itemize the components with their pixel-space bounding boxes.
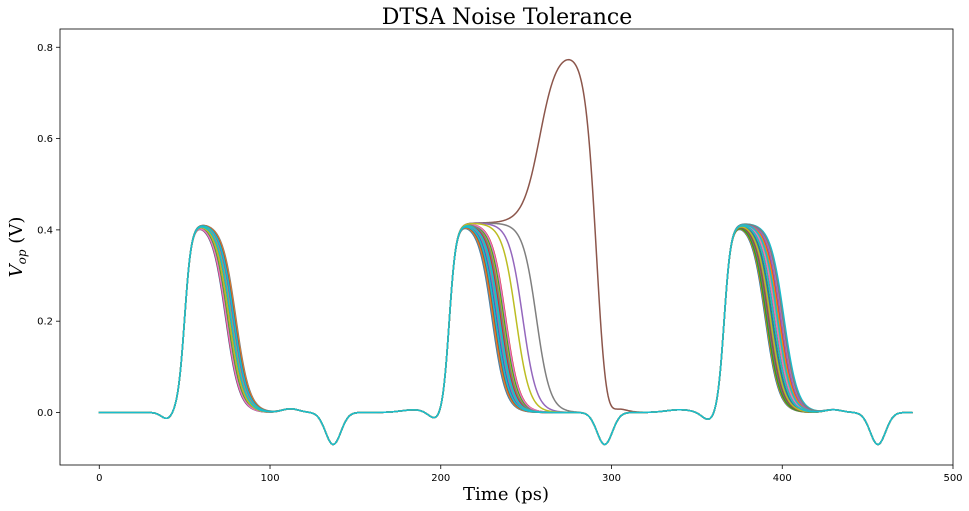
- y-axis-ticks: 0.0 0.2 0.4 0.6 0.8: [37, 43, 60, 419]
- y-axis-label-main: V: [6, 262, 27, 277]
- series-line: [98, 224, 913, 446]
- x-tick-label: 400: [773, 473, 792, 484]
- x-tick-label: 0: [96, 473, 102, 484]
- chart-title: DTSA Noise Tolerance: [382, 5, 633, 30]
- y-tick-label: 0.4: [37, 225, 53, 236]
- y-axis-label: Vop (V): [6, 217, 29, 278]
- y-axis-label-unit: (V): [6, 217, 27, 250]
- y-axis-label-subscript: op: [15, 249, 29, 264]
- series-line: [98, 223, 913, 446]
- x-tick-label: 500: [943, 473, 962, 484]
- axes-frame: [59, 28, 954, 466]
- y-tick-label: 0.2: [37, 317, 53, 328]
- x-tick-label: 300: [602, 473, 621, 484]
- x-tick-label: 100: [260, 473, 279, 484]
- x-axis-ticks: 0 100 200 300 400 500: [96, 465, 963, 484]
- x-tick-label: 200: [431, 473, 450, 484]
- x-axis-label: Time (ps): [463, 484, 549, 505]
- series-line: [98, 225, 913, 446]
- y-tick-label: 0.8: [37, 43, 53, 54]
- y-tick-label: 0.0: [37, 408, 53, 419]
- plot-series-group: [98, 58, 913, 446]
- y-tick-label: 0.6: [37, 134, 53, 145]
